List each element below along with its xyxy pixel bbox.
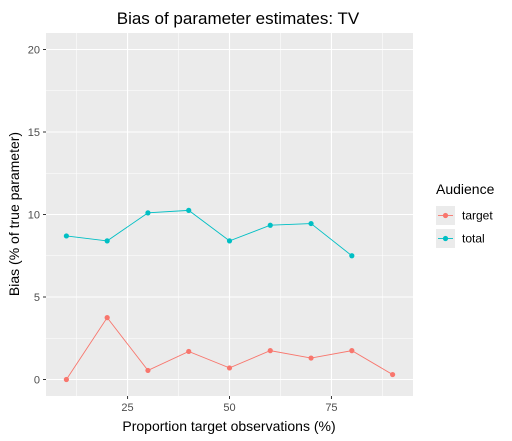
x-axis-title: Proportion target observations (%) — [122, 418, 335, 434]
data-point-target — [104, 315, 110, 321]
data-point-total — [308, 220, 314, 227]
y-tick-label: 20 — [28, 45, 40, 57]
y-tick-label: 10 — [28, 210, 40, 222]
data-point-target — [145, 367, 151, 374]
series-target — [63, 315, 396, 383]
x-axis-ticks: 25 50 75 — [121, 396, 338, 414]
legend-item-target: target — [436, 206, 493, 225]
y-tick-label: 5 — [34, 292, 40, 304]
legend: Audience target total — [436, 181, 495, 248]
data-point-total — [267, 222, 273, 228]
legend-title: Audience — [436, 181, 495, 197]
data-point-total — [145, 210, 151, 216]
data-point-target — [308, 355, 314, 361]
data-point-total — [186, 207, 192, 213]
y-axis-ticks: 0 5 10 15 20 — [28, 45, 46, 387]
data-point-target — [186, 348, 192, 355]
data-point-target — [226, 365, 233, 371]
legend-key-point — [442, 235, 449, 242]
data-point-target — [267, 348, 273, 354]
data-point-target — [390, 371, 396, 378]
series-total — [63, 207, 355, 259]
chart-title: Bias of parameter estimates: TV — [117, 9, 360, 28]
legend-label-target: target — [462, 209, 493, 223]
series-line-total — [66, 209, 353, 257]
data-point-target — [63, 376, 69, 383]
y-tick-label: 15 — [28, 127, 40, 139]
y-axis-title: Bias (% of true parameter) — [6, 132, 22, 296]
y-tick-label: 0 — [34, 375, 40, 387]
legend-key-point — [442, 212, 449, 219]
series-layer — [63, 207, 396, 383]
x-tick-label: 25 — [121, 402, 133, 414]
data-point-total — [63, 233, 69, 239]
major-gridlines — [46, 33, 413, 396]
x-tick-label: 75 — [325, 402, 337, 414]
x-tick-label: 50 — [223, 402, 235, 414]
data-point-total — [349, 253, 355, 259]
legend-item-total: total — [436, 229, 485, 248]
data-point-total — [226, 238, 233, 244]
data-point-total — [104, 238, 110, 244]
legend-label-total: total — [462, 232, 485, 246]
data-point-target — [349, 348, 355, 354]
